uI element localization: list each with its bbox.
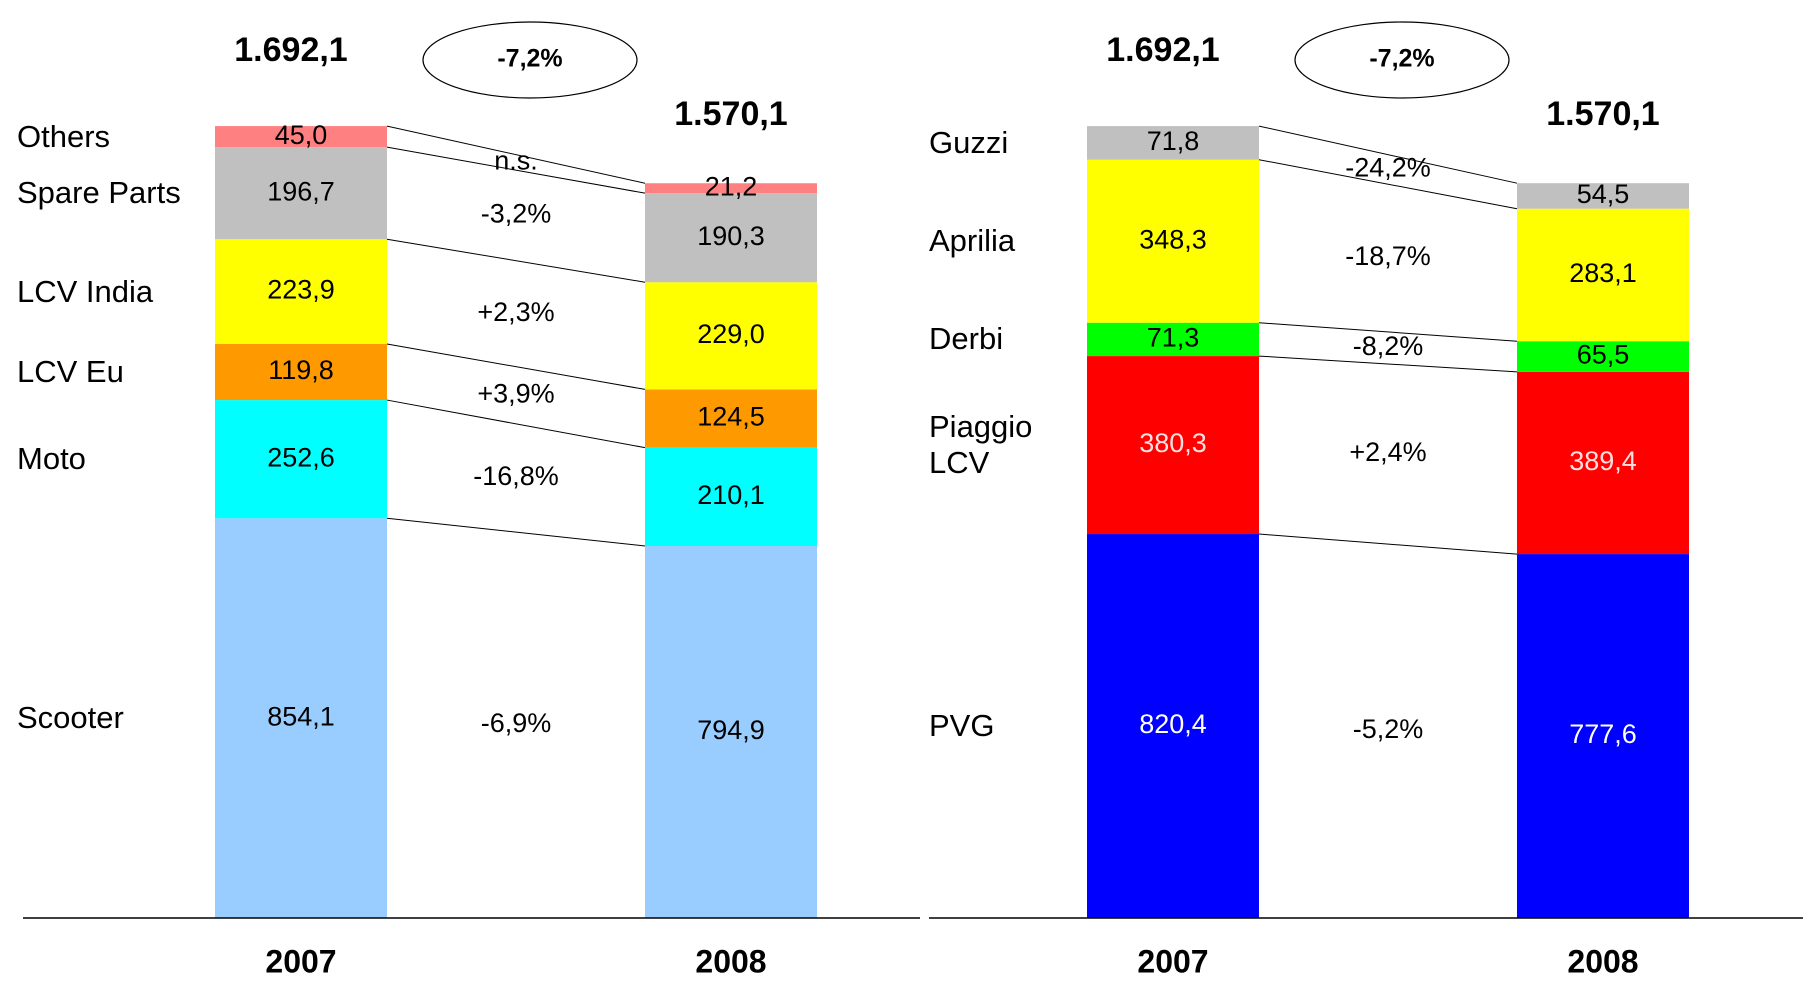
bar-segment: [645, 389, 817, 448]
connector: [1258, 322, 1518, 342]
value-label: 820,4: [1139, 709, 1207, 739]
bar-segment: [215, 343, 387, 401]
change-label: -8,2%: [1353, 331, 1424, 361]
bar-segment: [645, 447, 817, 546]
change-label: -18,7%: [1345, 241, 1431, 271]
value-label: 71,3: [1147, 323, 1200, 353]
value-label: 223,9: [267, 275, 335, 305]
value-label: 389,4: [1569, 446, 1637, 476]
series-name: PVG: [929, 708, 995, 744]
series-name: Spare Parts: [17, 175, 181, 211]
change-label: -24,2%: [1345, 153, 1431, 183]
connector: [386, 238, 646, 283]
series-name: LCV Eu: [17, 354, 124, 390]
connector: [1258, 125, 1518, 184]
bar-segment: [1087, 356, 1259, 535]
series-name: Derbi: [929, 321, 1004, 357]
connector: [386, 399, 646, 449]
total-label: 1.570,1: [1546, 95, 1659, 133]
x-tick-label: 2007: [1137, 943, 1208, 979]
total-label: 1.692,1: [1106, 31, 1219, 69]
value-label: 854,1: [267, 701, 335, 731]
bar-segment: [215, 518, 387, 918]
change-label: +2,4%: [1349, 437, 1426, 467]
value-label: 777,6: [1569, 719, 1637, 749]
value-label: 65,5: [1577, 340, 1630, 370]
bar-segment: [1517, 208, 1689, 342]
change-oval: [422, 21, 638, 99]
change-label: n.s.: [494, 146, 538, 176]
connector: [1258, 533, 1518, 555]
change-label: -16,8%: [473, 461, 559, 491]
value-label: 283,1: [1569, 258, 1637, 288]
series-name: Scooter: [17, 700, 124, 736]
x-tick-label: 2008: [1567, 943, 1638, 979]
bar-segment: [1087, 534, 1259, 918]
value-label: 210,1: [697, 480, 765, 510]
value-label: 229,0: [697, 319, 765, 349]
bar-segment: [645, 183, 817, 194]
bar-segment: [645, 193, 817, 283]
value-label: 124,5: [697, 402, 765, 432]
change-label: -6,9%: [481, 708, 552, 738]
connector: [386, 517, 646, 547]
bar-segment: [645, 282, 817, 390]
total-label: 1.570,1: [674, 95, 787, 133]
total-change: -7,2%: [497, 45, 562, 73]
x-tick-label: 2008: [695, 943, 766, 979]
value-label: 794,9: [697, 715, 765, 745]
change-oval: [1294, 21, 1510, 99]
value-label: 196,7: [267, 176, 335, 206]
connector: [386, 343, 646, 390]
series-name: Piaggio LCV: [929, 409, 1033, 481]
value-label: 252,6: [267, 442, 335, 472]
series-name: LCV India: [17, 273, 154, 309]
value-label: 348,3: [1139, 224, 1207, 254]
bar-segment: [1087, 159, 1259, 323]
bar-segment: [215, 239, 387, 344]
value-label: 45,0: [275, 120, 328, 150]
bar-segment: [1087, 126, 1259, 160]
change-label: -5,2%: [1353, 714, 1424, 744]
value-label: 190,3: [697, 221, 765, 251]
x-tick-label: 2007: [265, 943, 336, 979]
bar-segment: [215, 147, 387, 240]
connector: [386, 146, 646, 194]
series-name: Moto: [17, 441, 86, 477]
change-label: +2,3%: [477, 297, 554, 327]
bar-segment: [1517, 371, 1689, 555]
series-name: Aprilia: [929, 223, 1016, 259]
value-label: 380,3: [1139, 428, 1207, 458]
total-label: 1.692,1: [234, 31, 347, 69]
value-label: 54,5: [1577, 179, 1630, 209]
connector: [386, 125, 646, 184]
change-label: -3,2%: [481, 199, 552, 229]
total-change: -7,2%: [1369, 45, 1434, 73]
bar-segment: [1087, 322, 1259, 357]
value-label: 119,8: [268, 355, 334, 385]
value-label: 21,2: [705, 171, 758, 201]
bar-segment: [215, 126, 387, 148]
connector: [1258, 355, 1518, 373]
bar-segment: [1517, 341, 1689, 372]
connector: [1258, 159, 1518, 210]
value-label: 71,8: [1147, 126, 1200, 156]
series-name: Guzzi: [929, 124, 1009, 160]
series-name: Others: [17, 118, 111, 154]
bar-segment: [215, 400, 387, 519]
bar-segment: [645, 545, 817, 918]
change-label: +3,9%: [477, 378, 554, 408]
bar-segment: [1517, 183, 1689, 209]
bar-segment: [1517, 554, 1689, 918]
